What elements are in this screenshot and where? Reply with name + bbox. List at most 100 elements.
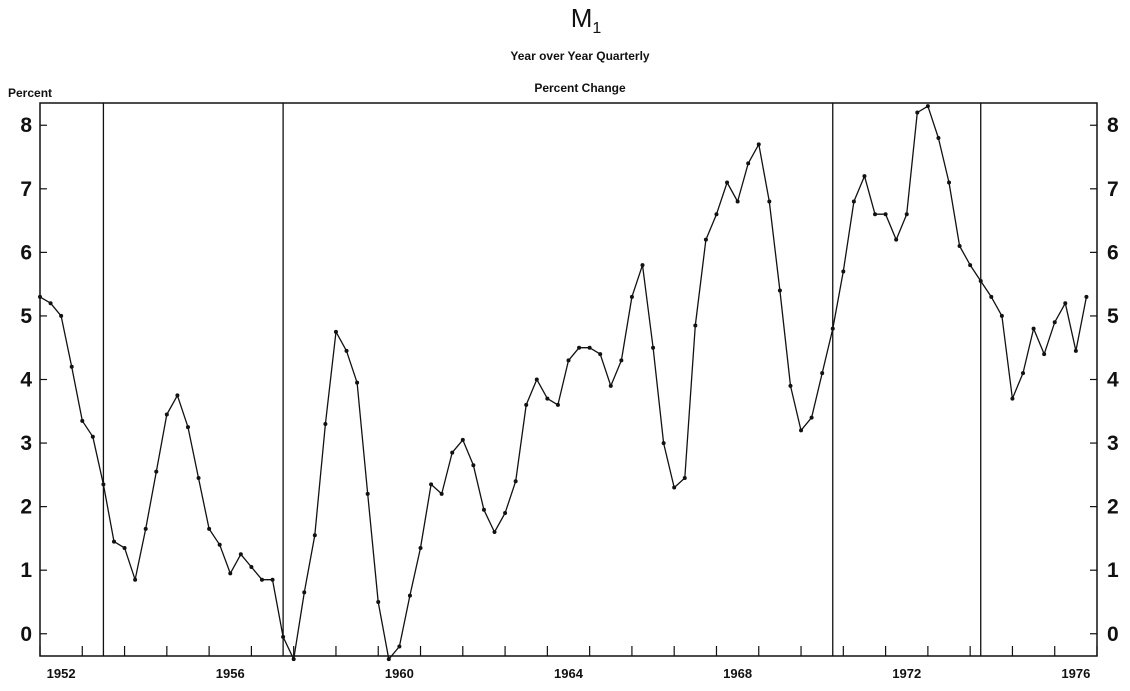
x-tick-label-1976: 1976 xyxy=(1061,666,1090,681)
y-tick-label-left-4: 4 xyxy=(20,369,32,392)
data-point-0-48 xyxy=(545,396,550,401)
series-line-0 xyxy=(39,105,1088,660)
data-point-0-92 xyxy=(1010,396,1015,401)
series-m1 xyxy=(38,104,1089,662)
data-point-0-7 xyxy=(111,539,116,544)
data-point-0-80 xyxy=(883,212,888,217)
data-point-0-83 xyxy=(915,110,920,115)
data-point-0-50 xyxy=(566,358,571,363)
data-point-0-12 xyxy=(164,412,169,417)
y-tick-label-left-3: 3 xyxy=(20,432,32,455)
data-point-0-58 xyxy=(651,345,656,350)
data-point-0-49 xyxy=(555,402,560,407)
data-point-0-66 xyxy=(735,199,740,204)
data-point-0-38 xyxy=(439,491,444,496)
data-point-0-76 xyxy=(841,269,846,274)
data-point-0-40 xyxy=(460,437,465,442)
data-point-0-98 xyxy=(1073,348,1078,353)
chart-title-main: M xyxy=(571,3,593,33)
data-point-0-82 xyxy=(904,212,909,217)
x-tick-label-1964: 1964 xyxy=(554,666,584,681)
data-point-0-99 xyxy=(1084,294,1089,299)
data-point-0-64 xyxy=(714,212,719,217)
data-point-0-9 xyxy=(133,577,138,582)
data-point-0-73 xyxy=(809,415,814,420)
data-point-0-55 xyxy=(619,358,624,363)
data-point-0-72 xyxy=(799,428,804,433)
x-tick-label-1968: 1968 xyxy=(723,666,752,681)
data-point-0-63 xyxy=(703,237,708,242)
data-point-0-70 xyxy=(777,288,782,293)
data-point-0-77 xyxy=(851,199,856,204)
data-point-0-24 xyxy=(291,657,296,662)
data-point-0-65 xyxy=(725,180,730,185)
data-point-0-5 xyxy=(90,434,95,439)
data-point-0-53 xyxy=(598,352,603,357)
data-point-0-25 xyxy=(302,590,307,595)
data-point-0-85 xyxy=(936,135,941,140)
data-point-0-57 xyxy=(640,263,645,268)
data-point-0-87 xyxy=(957,244,962,249)
data-point-0-61 xyxy=(682,476,687,481)
y-tick-label-left-6: 6 xyxy=(20,241,32,264)
data-point-0-22 xyxy=(270,577,275,582)
y-tick-label-right-3: 3 xyxy=(1107,432,1119,455)
y-tick-label-right-5: 5 xyxy=(1107,305,1119,328)
recession-lines xyxy=(102,103,982,656)
data-point-0-16 xyxy=(207,526,212,531)
data-point-0-29 xyxy=(344,348,349,353)
data-point-0-20 xyxy=(249,565,254,570)
data-point-0-0 xyxy=(38,294,42,299)
y-tick-label-left-1: 1 xyxy=(20,559,32,582)
plot-frame xyxy=(39,102,1098,657)
data-point-0-74 xyxy=(820,371,825,376)
data-point-0-31 xyxy=(365,491,370,496)
data-point-0-27 xyxy=(323,421,328,426)
axis-ticks: 0 0 1 1 2 2 3 3 4 4 5 5 6 6 7 7 8 8 1952 1956 1960 1964 1968 19… xyxy=(20,114,1119,681)
data-point-0-39 xyxy=(450,450,455,455)
data-point-0-26 xyxy=(312,533,317,538)
data-point-0-89 xyxy=(978,278,983,283)
data-point-0-18 xyxy=(228,571,233,576)
data-point-0-35 xyxy=(407,593,412,598)
chart-subtitle-line2: Percent Change xyxy=(534,81,626,95)
data-point-0-3 xyxy=(69,364,74,369)
data-point-0-4 xyxy=(80,418,85,423)
data-point-0-28 xyxy=(333,329,338,334)
chart-title-subscript: 1 xyxy=(592,20,601,37)
data-point-0-79 xyxy=(873,212,878,217)
data-point-0-56 xyxy=(629,294,634,299)
x-tick-label-1960: 1960 xyxy=(385,666,414,681)
y-tick-label-right-4: 4 xyxy=(1107,369,1119,392)
y-tick-label-left-7: 7 xyxy=(20,178,32,201)
data-point-0-91 xyxy=(999,313,1004,318)
data-point-0-69 xyxy=(767,199,772,204)
data-point-0-47 xyxy=(534,377,539,382)
data-point-0-46 xyxy=(524,402,529,407)
data-point-0-14 xyxy=(185,425,190,430)
y-tick-label-left-0: 0 xyxy=(20,623,32,646)
data-point-0-78 xyxy=(862,174,867,179)
y-axis-label: Percent xyxy=(8,86,52,100)
data-point-0-67 xyxy=(746,161,751,166)
data-point-0-6 xyxy=(101,482,106,487)
data-point-0-43 xyxy=(492,530,497,535)
data-point-0-36 xyxy=(418,545,423,550)
x-tick-label-1972: 1972 xyxy=(892,666,921,681)
y-tick-label-left-8: 8 xyxy=(20,114,32,137)
data-point-0-96 xyxy=(1052,320,1057,325)
data-point-0-68 xyxy=(756,142,761,147)
y-tick-label-right-7: 7 xyxy=(1107,178,1119,201)
data-point-0-41 xyxy=(471,463,476,468)
y-tick-label-right-1: 1 xyxy=(1107,559,1119,582)
data-point-0-1 xyxy=(48,301,53,306)
data-point-0-81 xyxy=(894,237,899,242)
data-point-0-37 xyxy=(429,482,434,487)
data-point-0-13 xyxy=(175,393,180,398)
data-point-0-71 xyxy=(788,383,793,388)
x-tick-label-1952: 1952 xyxy=(47,666,76,681)
data-point-0-51 xyxy=(577,345,582,350)
y-tick-label-left-5: 5 xyxy=(20,305,32,328)
chart-subtitle-line1: Year over Year Quarterly xyxy=(510,49,650,63)
